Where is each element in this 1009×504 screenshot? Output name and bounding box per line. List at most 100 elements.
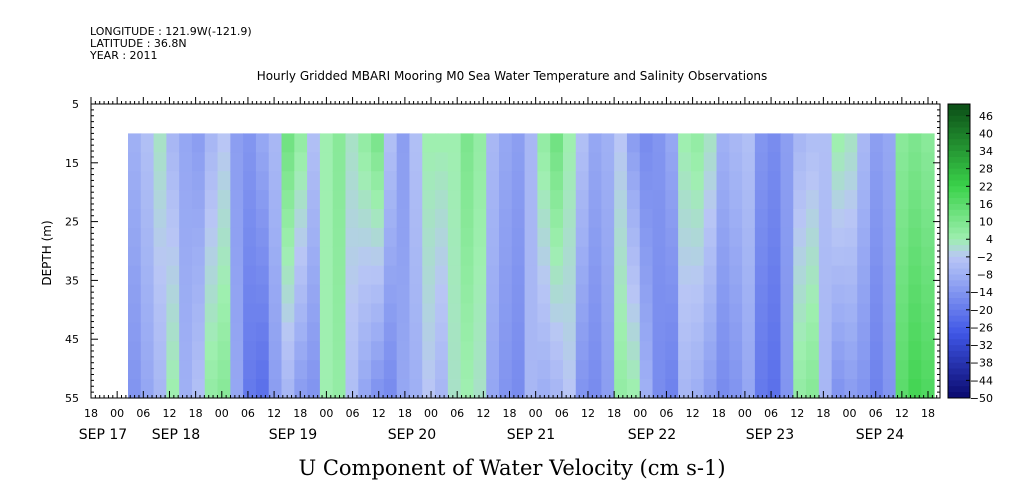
heatmap-cell [537, 133, 551, 153]
heatmap-cell [332, 152, 347, 172]
heatmap-cell [716, 133, 730, 153]
heatmap-cell [460, 265, 475, 286]
heatmap-cell [166, 171, 180, 191]
heatmap-cell [562, 360, 577, 380]
heatmap-cell [511, 265, 526, 286]
heatmap-cell [358, 265, 372, 286]
heatmap-cell [678, 227, 692, 248]
heatmap-cell [524, 284, 538, 305]
heatmap-cell [626, 265, 641, 286]
heatmap-cell [268, 227, 283, 248]
heatmap-cell [908, 379, 922, 399]
colorbar-segment [948, 368, 970, 375]
heatmap-cell [793, 284, 807, 305]
heatmap-cell [486, 152, 500, 172]
heatmap-cell [716, 360, 730, 380]
heatmap-cell [460, 209, 475, 229]
heatmap-cell [268, 265, 283, 286]
heatmap-cell [345, 171, 359, 191]
heatmap-cell [524, 227, 538, 248]
heatmap-cell [767, 322, 782, 342]
heatmap-cell [882, 322, 897, 342]
heatmap-cell [665, 152, 679, 172]
heatmap-cell [537, 209, 551, 229]
heatmap-cell [191, 190, 206, 210]
x-hour-label: 06 [241, 407, 255, 420]
x-hour-label: 18 [921, 407, 935, 420]
colorbar-segment [948, 345, 970, 352]
heatmap-cell [780, 265, 794, 286]
heatmap-cell [550, 209, 564, 229]
heatmap-cell [499, 152, 513, 172]
heatmap-cell [729, 190, 743, 210]
colorbar-segment [948, 286, 970, 293]
heatmap-cell [473, 152, 487, 172]
heatmap-cell [191, 322, 206, 342]
colorbar-segment [948, 198, 970, 205]
heatmap-cell [780, 133, 794, 153]
heatmap-cell [460, 133, 475, 153]
heatmap-cell [818, 341, 833, 361]
x-hour-label: 00 [529, 407, 543, 420]
heatmap-cell [499, 190, 513, 210]
heatmap-cell [166, 133, 180, 153]
colorbar-label: 4 [986, 233, 993, 246]
heatmap-cell [639, 341, 654, 361]
heatmap-cell [703, 133, 718, 153]
heatmap-cell [307, 322, 321, 342]
x-hour-label: 06 [346, 407, 360, 420]
heatmap-cell [243, 246, 257, 267]
heatmap-cell [383, 209, 398, 229]
x-hour-label: 18 [503, 407, 517, 420]
heatmap-cell [588, 133, 602, 153]
heatmap-cell [396, 152, 411, 172]
heatmap-cell [908, 227, 922, 248]
heatmap-cell [614, 341, 628, 361]
heatmap-cell [908, 265, 922, 286]
x-hour-label: 12 [162, 407, 176, 420]
heatmap-cell [729, 171, 743, 191]
heatmap-cell [652, 265, 666, 286]
heatmap-cell [690, 341, 705, 361]
heatmap-cell [857, 265, 871, 286]
heatmap-cell [153, 209, 167, 229]
heatmap-cell [447, 379, 462, 399]
heatmap-cell [716, 190, 730, 210]
heatmap-cell [268, 341, 283, 361]
heatmap-cell [882, 379, 897, 399]
heatmap-cell [895, 303, 910, 323]
heatmap-cell [780, 284, 794, 305]
heatmap-cell [396, 284, 411, 305]
heatmap-cell [818, 360, 833, 380]
heatmap-cell [486, 246, 500, 267]
heatmap-cell [499, 171, 513, 191]
heatmap-cell [793, 190, 807, 210]
colorbar-label: 46 [979, 110, 993, 123]
heatmap-cell [383, 171, 398, 191]
heatmap-cell [562, 171, 577, 191]
heatmap-cell [499, 133, 513, 153]
heatmap-cell [230, 171, 244, 191]
heatmap-cell [690, 322, 705, 342]
heatmap-cell [678, 322, 692, 342]
heatmap-cell [729, 133, 743, 153]
colorbar: 46 40 34 28 22 16 10 4 −2 −8 −14 −20 −26 −32 −38 −44 −50 [947, 103, 993, 405]
heatmap-cell [435, 133, 449, 153]
colorbar-segment [948, 209, 970, 217]
heatmap-cell [307, 190, 321, 210]
heatmap-cell [191, 303, 206, 323]
colorbar-segment [948, 186, 970, 193]
x-day-label: SEP 24 [856, 427, 905, 443]
heatmap-cell [422, 152, 436, 172]
heatmap-cell [716, 303, 730, 323]
heatmap-cell [690, 246, 705, 267]
heatmap-cell [652, 190, 666, 210]
heatmap-cell [921, 133, 935, 153]
heatmap-cell [294, 284, 308, 305]
heatmap-cell [409, 341, 423, 361]
heatmap-cell [754, 152, 769, 172]
heatmap-cell [575, 379, 590, 399]
x-hour-label: 06 [764, 407, 778, 420]
heatmap-cell [345, 152, 359, 172]
heatmap-cell [703, 303, 718, 323]
